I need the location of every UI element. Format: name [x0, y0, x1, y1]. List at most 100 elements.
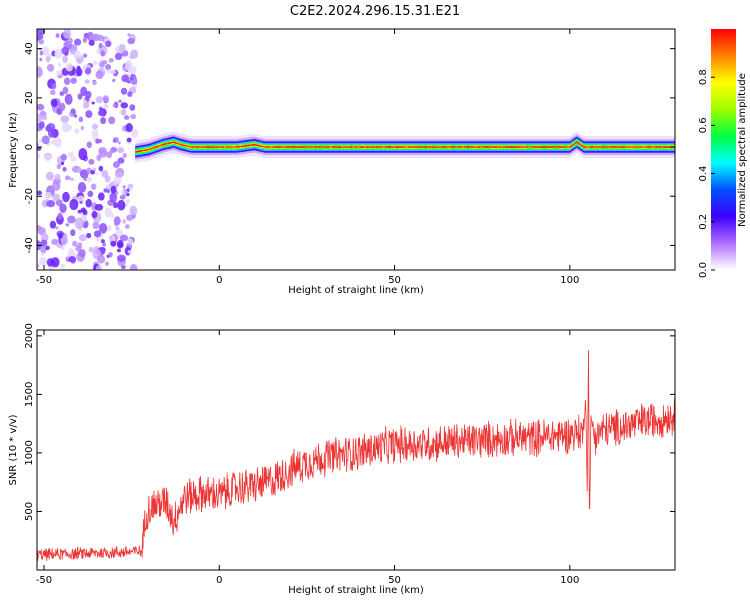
noise-blob: [96, 254, 106, 264]
noise-blob: [129, 76, 134, 81]
noise-blob: [80, 207, 86, 213]
noise-blob: [122, 218, 126, 224]
noise-blob: [66, 124, 73, 131]
noise-blob: [63, 29, 72, 39]
noise-blob: [108, 251, 113, 258]
noise-blob: [126, 237, 134, 245]
noise-blob: [94, 203, 104, 211]
x-tick-label: 0: [216, 275, 222, 286]
noise-blob: [84, 67, 92, 75]
noise-blob: [105, 40, 112, 48]
noise-blob: [60, 115, 70, 124]
noise-blob: [57, 232, 63, 239]
colorbar: 0.0 0.2 0.4 0.6 0.8 Normalized spectral ampl…: [698, 29, 748, 278]
noise-blob: [67, 215, 76, 224]
noise-blob: [105, 63, 112, 71]
noise-blob: [79, 200, 83, 204]
noise-blob: [45, 245, 50, 251]
y-tick-label: 1000: [24, 440, 35, 465]
noise-blob: [99, 61, 105, 68]
noise-blob: [37, 32, 44, 41]
noise-blob: [80, 86, 88, 97]
noise-blob: [97, 192, 105, 201]
noise-blob: [130, 128, 139, 138]
noise-blob: [88, 39, 95, 46]
noise-blob: [102, 95, 109, 103]
noise-blob: [92, 60, 98, 66]
noise-blob: [120, 102, 129, 109]
noise-blob: [64, 93, 73, 105]
noise-blob: [73, 50, 82, 61]
noise-blob: [98, 42, 103, 49]
noise-blob: [82, 37, 88, 43]
y-tick-label: 2000: [24, 323, 35, 348]
noise-blob: [76, 65, 81, 70]
noise-blob: [56, 163, 61, 170]
snr-ylabel: SNR (10 * v/v): [8, 414, 19, 485]
noise-blob: [117, 147, 125, 154]
noise-blob: [100, 239, 105, 244]
noise-blob: [121, 74, 130, 83]
spectrogram-xlabel: Height of straight line (km): [288, 285, 424, 296]
noise-blob: [86, 232, 92, 239]
noise-blob: [112, 104, 117, 108]
noise-blob: [37, 103, 45, 111]
noise-blob: [95, 265, 102, 270]
spectrogram-panel: -50 0 50 100 -40 -20 0 20 40 Height of straight …: [8, 28, 676, 296]
noise-blob: [127, 183, 134, 189]
y-tick-label: -40: [24, 237, 35, 253]
noise-blob: [55, 226, 59, 230]
noise-blob: [55, 33, 60, 38]
noise-blob: [86, 141, 92, 149]
noise-blob: [104, 175, 111, 183]
noise-blob: [39, 57, 43, 62]
noise-blob: [130, 113, 137, 120]
noise-blob: [125, 224, 130, 230]
noise-blob: [77, 242, 83, 249]
noise-blob: [127, 33, 131, 37]
noise-blob: [88, 158, 95, 165]
noise-blob: [59, 102, 66, 112]
colorbar-tick-label: 0.2: [698, 214, 709, 230]
noise-blob: [95, 95, 104, 104]
colorbar-bar: [711, 29, 736, 270]
noise-blob: [87, 190, 94, 198]
noise-blob: [91, 33, 101, 42]
noise-blob: [78, 148, 88, 161]
noise-blob: [40, 252, 45, 256]
noise-blob: [121, 108, 127, 116]
noise-blob: [125, 123, 133, 133]
noise-blob: [46, 123, 56, 132]
noise-blob: [62, 55, 68, 64]
snr-marks: [37, 350, 675, 561]
noise-blob: [104, 207, 113, 218]
noise-blob: [70, 229, 76, 237]
noise-blob: [85, 198, 92, 208]
noise-blob: [84, 95, 90, 102]
band-layer: [135, 141, 675, 153]
noise-blob: [106, 225, 112, 232]
noise-blob: [123, 115, 130, 120]
snr-panel: -50 0 50 100 500 1000 1500 2000 Height of strai…: [8, 323, 676, 596]
noise-blob: [112, 201, 118, 209]
noise-blob: [37, 143, 40, 146]
noise-blob: [106, 184, 111, 190]
noise-blob: [104, 261, 110, 266]
noise-blob: [82, 66, 87, 71]
y-tick-label: 0: [24, 144, 35, 150]
noise-blob: [121, 189, 126, 195]
x-tick-label: 100: [560, 575, 579, 586]
noise-blob: [69, 199, 79, 211]
noise-blob: [129, 104, 136, 111]
noise-blob: [38, 256, 47, 266]
noise-blob: [95, 138, 101, 144]
noise-blob: [80, 126, 84, 131]
noise-blob: [115, 226, 120, 231]
noise-blob: [110, 240, 117, 247]
noise-blob: [46, 63, 55, 72]
noise-blob: [51, 82, 57, 90]
noise-blob: [127, 91, 133, 97]
spectrogram-ylabel: Frequency (Hz): [8, 112, 19, 188]
noise-blob: [76, 67, 83, 77]
